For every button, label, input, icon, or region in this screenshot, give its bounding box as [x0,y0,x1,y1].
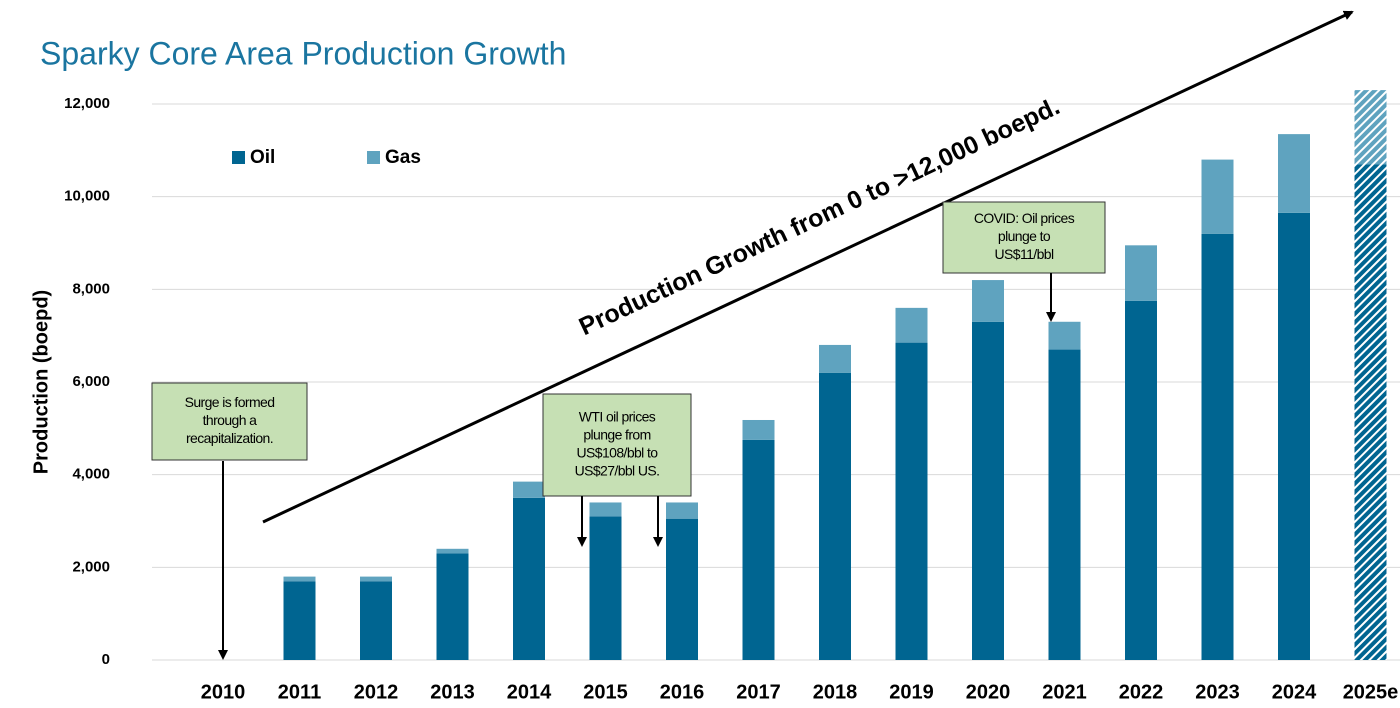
y-tick-label: 2,000 [72,558,110,575]
annotation-text: plunge from [583,427,650,443]
x-tick-label: 2012 [354,681,399,703]
legend-label: Gas [385,147,421,168]
bar-segment [1048,321,1081,350]
annotation-text: recapitalization. [186,430,273,446]
y-tick-label: 6,000 [72,373,110,390]
x-tick-label: 2025e [1343,681,1399,703]
x-tick-label: 2020 [966,681,1011,703]
annotation-text: Surge is formed [185,394,275,410]
bar-segment [1125,300,1157,660]
y-tick-label: 12,000 [64,95,110,112]
x-tick-label: 2023 [1195,681,1240,703]
bar-segment [1354,90,1387,165]
annotation-text: COVID: Oil prices [974,210,1075,226]
y-tick-label: 4,000 [72,466,110,483]
x-tick-label: 2018 [813,681,858,703]
bar-segment [283,576,316,582]
legend-swatch [367,151,380,164]
bar-segment [1201,159,1234,234]
bar-segment [513,481,545,498]
bar-segment [895,342,928,660]
bar-segment [1125,245,1157,301]
x-tick-label: 2011 [278,681,321,703]
y-tick-label: 8,000 [72,280,110,297]
x-tick-label: 2022 [1119,681,1164,703]
bar-segment [360,576,392,582]
annotation-text: WTI oil prices [579,409,656,425]
bar-segment [1201,233,1234,660]
bar-segment [819,372,851,660]
annotation-text: through a [203,412,258,428]
x-tick-label: 2013 [430,681,475,703]
bar-segment [283,581,316,660]
x-tick-label: 2024 [1272,681,1317,703]
x-tick-label: 2014 [507,681,552,703]
annotation-text: US$11/bbl [995,246,1054,262]
x-tick-label: 2021 [1042,681,1087,703]
bar-segment [972,280,1004,322]
annotation-box [151,382,308,461]
legend-swatch [232,151,245,164]
bar-segment [589,502,622,517]
bar-segment [742,439,775,660]
x-tick-label: 2016 [660,681,705,703]
bar-segment [666,502,698,519]
bar-segment [436,548,469,554]
y-tick-label: 10,000 [64,188,110,205]
bar-segment [589,516,622,660]
bar-segment [360,581,392,660]
bar-segment [513,497,545,660]
bar-segment [1354,164,1387,660]
annotation-box [542,393,692,497]
x-tick-label: 2010 [201,681,246,703]
x-tick-label: 2017 [736,681,781,703]
bar-segment [666,518,698,660]
annotation-text: US$27/bbl US. [575,463,660,479]
chart-title: Sparky Core Area Production Growth [40,35,566,71]
bar-segment [742,419,775,440]
annotation-box [942,201,1106,274]
y-axis-label: Production (boepd) [30,290,52,474]
bar-segment [1278,212,1310,660]
legend-label: Oil [250,147,275,168]
bar-segment [1278,134,1310,213]
bar-segment [895,307,928,343]
annotation-text: plunge to [998,228,1051,244]
x-tick-label: 2015 [583,681,628,703]
y-tick-label: 0 [102,651,110,668]
annotation-text: US$108/bbl to [577,445,659,461]
x-tick-label: 2019 [889,681,934,703]
bar-segment [1048,349,1081,660]
bar-segment [819,344,851,373]
bar-segment [436,553,469,660]
bar-segment [972,321,1004,660]
trend-arrow [262,10,1354,524]
